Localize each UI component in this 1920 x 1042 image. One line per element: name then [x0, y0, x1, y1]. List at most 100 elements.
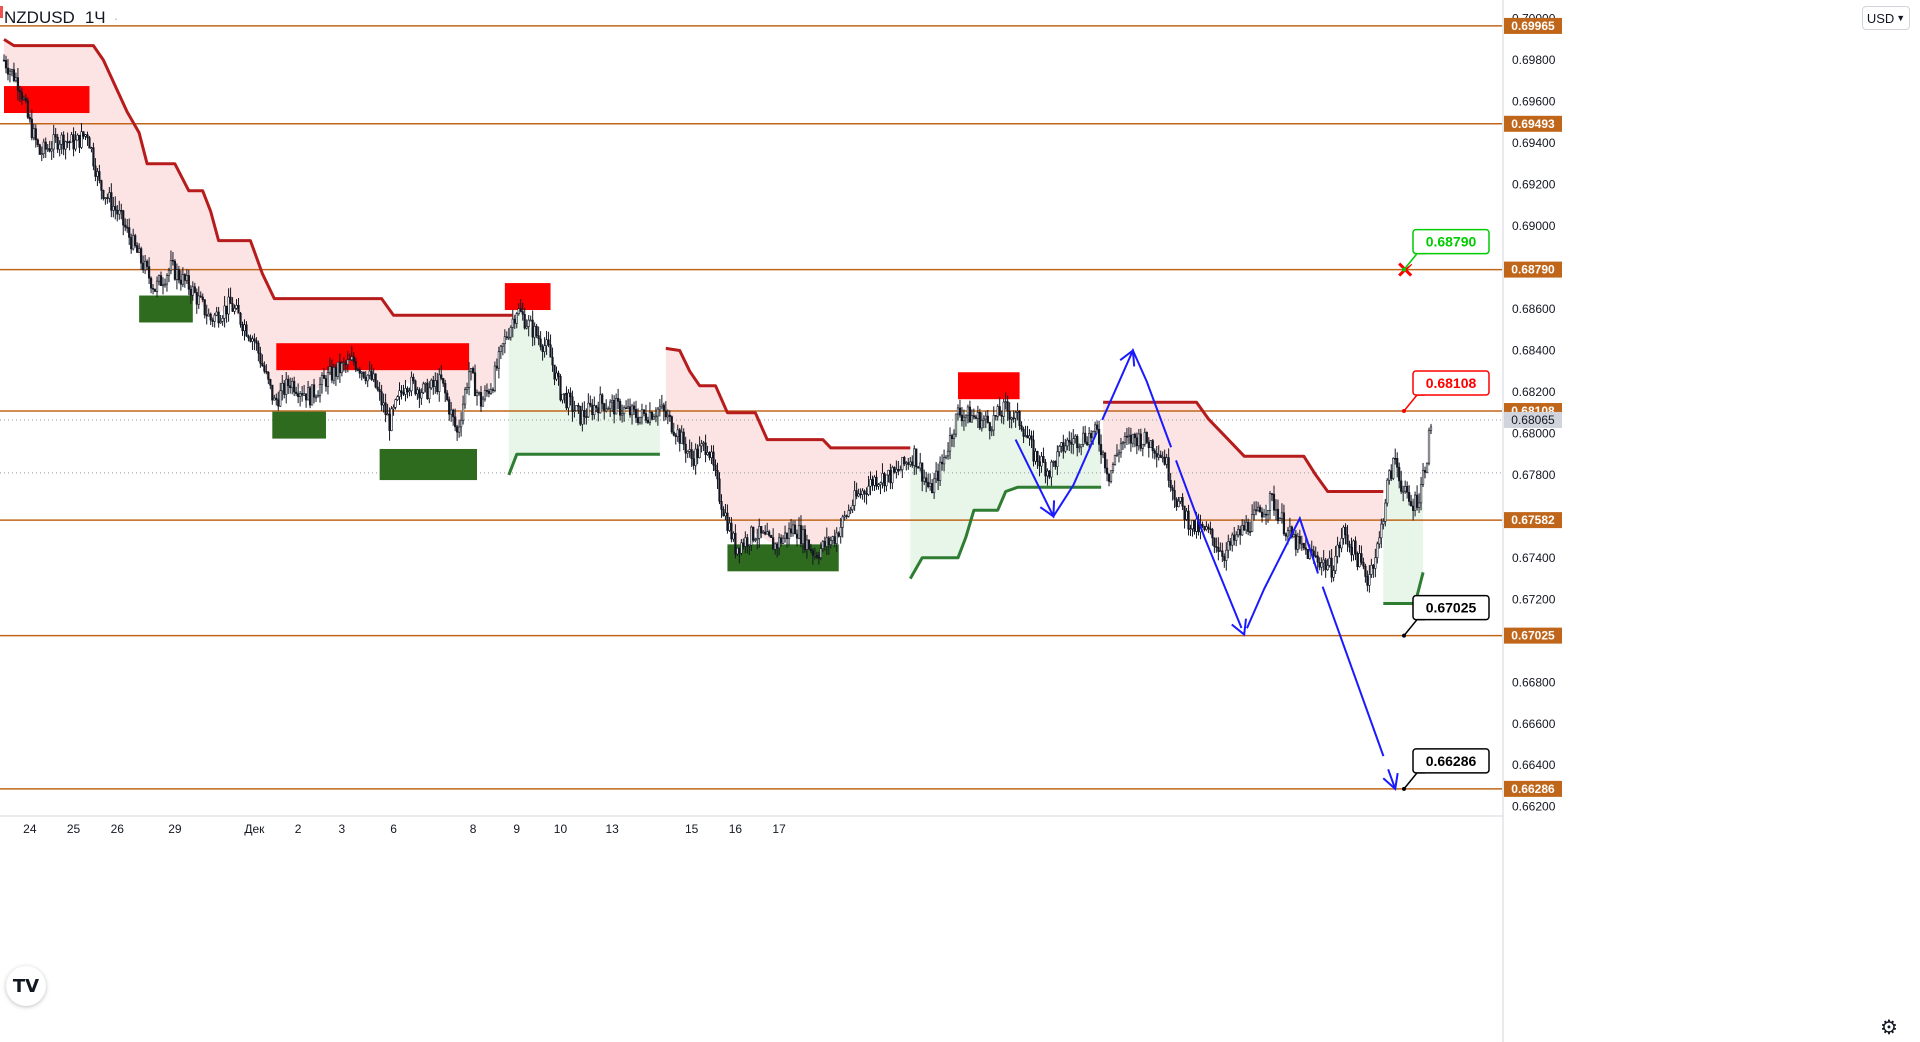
candle-body [231, 303, 234, 312]
candle-body [394, 399, 397, 408]
target-label-box [1412, 594, 1490, 621]
candle-body [879, 482, 882, 485]
gear-icon[interactable]: ⚙ [1880, 1016, 1898, 1039]
price-tick-label: 0.68200 [1512, 385, 1556, 399]
candle-body [712, 451, 715, 466]
candle-body [1410, 501, 1413, 507]
green-trail-fill [910, 408, 1102, 579]
candle-body [1215, 546, 1218, 548]
candle-body [241, 323, 244, 332]
candle-body [145, 260, 149, 267]
candle-body [295, 391, 298, 394]
candle-body [1276, 508, 1280, 522]
candle-body [1147, 442, 1150, 448]
candle-body [185, 275, 188, 281]
candle-body [1286, 530, 1290, 537]
candle-body [1352, 540, 1355, 556]
candle-body [718, 478, 721, 502]
candle-body [1288, 526, 1291, 532]
candle-body [1338, 544, 1341, 549]
candle-body [1247, 521, 1250, 532]
tradingview-logo-icon[interactable]: TV [6, 966, 46, 1006]
candle-body [1203, 525, 1206, 530]
candle-body [1396, 458, 1399, 468]
symbol-legend[interactable]: NZDUSD 1Ч · [4, 6, 118, 30]
candle-body [1366, 576, 1369, 586]
candle-body [493, 365, 497, 391]
symbol-name[interactable]: NZDUSD [4, 8, 75, 27]
candle-body [1376, 543, 1379, 558]
candle-body [291, 381, 294, 389]
candle-body [217, 311, 220, 324]
target-point [1402, 267, 1406, 272]
candle-body [593, 405, 596, 416]
candle-body [607, 408, 610, 410]
candle-body [183, 274, 186, 281]
timeframe-label[interactable]: 1Ч [84, 8, 106, 27]
red-trailing-stop [1103, 400, 1384, 493]
candle-body [56, 136, 59, 150]
currency-dropdown[interactable]: USD ▼ [1862, 6, 1910, 30]
candle-body [62, 134, 65, 150]
candle-body [448, 399, 451, 415]
candle-body [543, 345, 546, 352]
candle-body [1096, 424, 1099, 430]
chevron-down-icon: ▼ [1896, 13, 1906, 23]
candle-body [120, 210, 123, 212]
candle-body [193, 286, 196, 293]
candle-body [442, 377, 445, 384]
level-price-tag-label: 0.68790 [1511, 263, 1555, 277]
candle-body [779, 537, 783, 544]
candle-body [1425, 462, 1429, 473]
candle-body [1209, 528, 1212, 531]
candle-body [354, 361, 357, 370]
candle-body [416, 389, 419, 395]
candle-body [1358, 553, 1361, 567]
candle-body [1334, 555, 1337, 571]
candle-body [265, 370, 268, 373]
candle-body [52, 134, 55, 150]
candle-body [646, 420, 650, 423]
time-tick-label: 25 [67, 822, 81, 836]
candle-body [1111, 464, 1115, 471]
candle-body [1421, 470, 1425, 485]
candle-body [937, 470, 940, 481]
candle-body [356, 369, 359, 371]
candle-body [203, 299, 206, 316]
candle-body [114, 206, 117, 211]
candle-body [22, 98, 25, 100]
candle-body [463, 389, 467, 405]
candle-body [660, 404, 663, 408]
candle-body [907, 462, 910, 465]
candle-body [1119, 443, 1123, 454]
candle-body [96, 171, 99, 177]
candle-body [861, 490, 864, 495]
target-point [1402, 786, 1406, 791]
candle-body [1237, 529, 1240, 536]
candle-body [396, 396, 399, 400]
candle-body [78, 134, 81, 148]
candle-body [565, 392, 568, 409]
candle-body [1354, 540, 1357, 554]
candle-body [539, 338, 542, 348]
green-zone [379, 448, 478, 481]
candle-body [853, 490, 856, 506]
candle-body [1386, 479, 1389, 504]
candle-body [358, 369, 361, 374]
candle-body [374, 373, 377, 388]
candle-body [1149, 440, 1152, 448]
time-tick-label: 15 [685, 822, 699, 836]
candle-body [134, 235, 137, 246]
candle-body [881, 473, 884, 484]
candle-body [48, 148, 51, 152]
candle-body [742, 542, 745, 547]
candle-body [277, 399, 280, 407]
candle-body [376, 386, 379, 390]
candle-body [18, 90, 21, 93]
candle-body [1054, 460, 1057, 467]
candle-body [332, 367, 336, 381]
candle-body [118, 210, 121, 215]
candle-body [412, 376, 415, 382]
candle-body [149, 277, 153, 289]
